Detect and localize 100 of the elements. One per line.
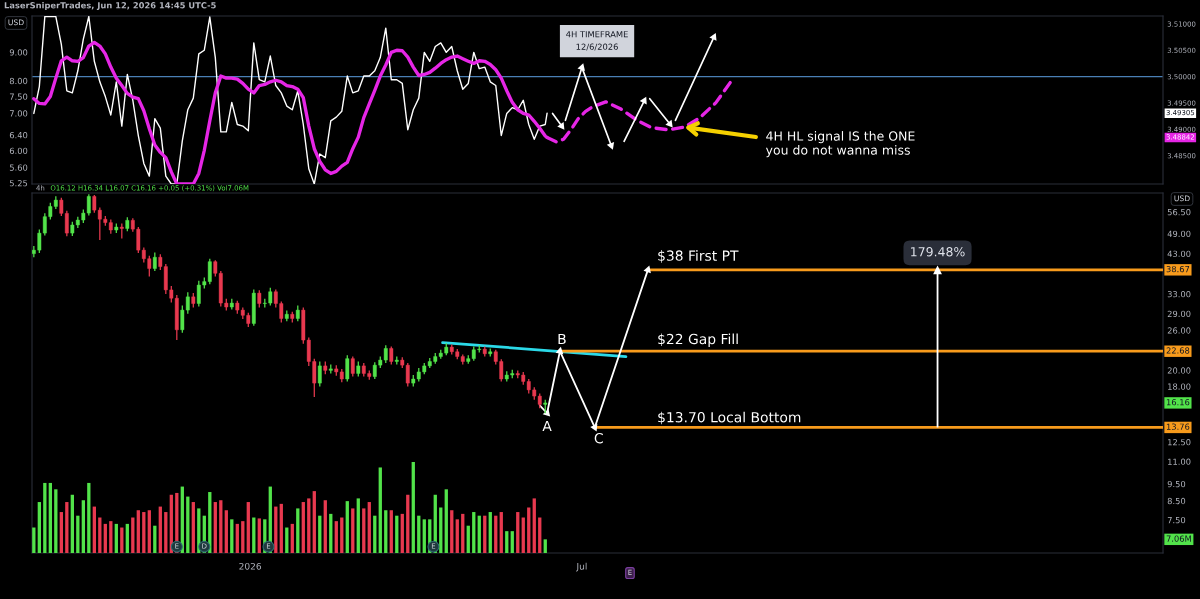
candlestick [350,355,355,378]
bar [323,500,327,553]
bar [340,517,344,553]
annotation: 4H HL signal IS the ONE you do not wanna miss [765,131,915,158]
annotation: $13.70 Local Bottom [658,411,801,425]
y-tick-label: 8.50 [1167,497,1186,505]
bar [538,517,542,553]
bar [48,482,52,553]
bar [450,510,454,553]
chart-title: LaserSniperTrades, Jun 12, 2026 14:45 UTC-5 [4,1,216,11]
bar [131,517,135,553]
text: 7.06M [1166,535,1191,542]
y2-tick-label: 6.40 [9,131,28,139]
bar [510,531,514,553]
bar [136,510,140,553]
bar [516,512,520,553]
bar [472,512,476,553]
bar [257,518,261,553]
y-tick-label: 43.00 [1167,250,1191,257]
bar [351,508,355,553]
bar [494,515,498,553]
bar [395,515,399,553]
bar [76,515,80,553]
point [643,265,651,274]
y2-tick-label: 8.00 [9,77,28,85]
bar [92,506,96,553]
bar [219,500,223,553]
bar [389,510,393,553]
bar [527,507,531,553]
y-tick-label: 33.00 [1167,291,1191,298]
y2-tick-label: 6.00 [9,147,28,154]
bar [81,500,85,553]
bar [373,515,377,553]
point [606,142,615,150]
bar [274,506,278,553]
bar [488,512,492,553]
bar [439,507,443,553]
bar [384,510,388,553]
x-tick-label: Jul [576,562,587,572]
bar [411,462,415,553]
bar [329,513,333,553]
bar [417,515,421,553]
bar [318,515,322,553]
text: 16.16 [1166,399,1190,406]
annotation: C [594,432,603,444]
bar [252,517,256,553]
bar [466,525,470,553]
y-tick-label: 7.50 [1167,516,1186,524]
bar [235,523,239,553]
bar [290,523,294,553]
bar [59,512,63,553]
bar [378,467,382,553]
bar [109,521,113,553]
bar [279,503,283,553]
bar [87,482,91,553]
y-tick-label: 11.00 [1168,458,1191,465]
bar [521,517,525,553]
bar [455,519,459,553]
y-tick-label: 29.00 [1167,310,1191,318]
candlestick [152,251,157,272]
bar [43,482,47,553]
point [933,265,942,275]
bar [54,489,58,553]
point [590,423,598,432]
bar [230,519,234,553]
bar [477,515,481,553]
bar [164,512,168,553]
bar [505,531,509,553]
bar [334,521,338,553]
bar [543,539,547,553]
bar [70,494,74,553]
bar [114,523,118,553]
bar [125,523,129,553]
y2-tick-label: 5.25 [9,180,28,187]
bar [158,506,162,553]
annotation: $38 First PT [658,250,739,263]
bar [422,519,426,553]
y2-tick-label: 7.50 [9,93,28,100]
annotation: 4H TIMEFRAME 12/6/2026 [566,31,628,51]
bar [345,501,349,553]
bar [406,494,410,553]
bar [103,523,107,553]
bar [301,502,305,553]
annotation: B [558,333,566,345]
bar [367,502,371,553]
point [542,408,551,417]
annotation: A [542,420,552,432]
y2-tick-label: 9.00 [9,49,28,56]
y-tick-label: 56.50 [1167,208,1191,216]
bar [153,525,157,553]
bar [499,512,503,553]
y-tick-label: 12.50 [1168,439,1191,446]
bar [307,498,311,553]
y-tick-label: 49.00 [1167,230,1191,238]
y-tick-label: 26.00 [1167,327,1191,334]
bar [296,508,300,553]
data-label: 22.68 [1166,347,1190,354]
y2-tick-label: 7.00 [9,110,28,117]
bar [400,513,404,553]
bar [362,508,366,553]
